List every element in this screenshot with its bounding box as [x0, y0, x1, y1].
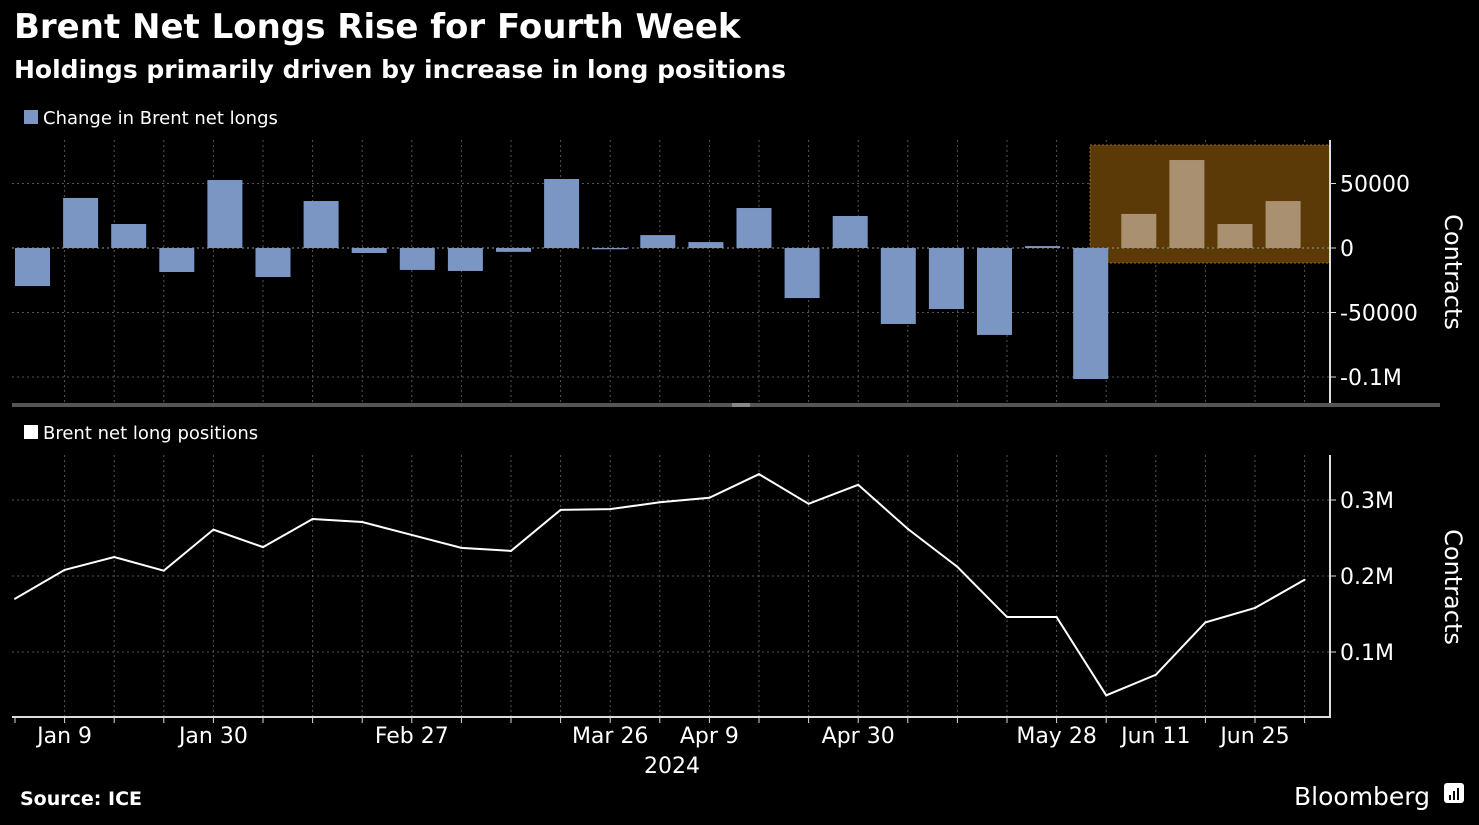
- bottom-ytick-label: 0.3M: [1340, 489, 1394, 514]
- line-point: [906, 527, 909, 530]
- line-point: [162, 569, 165, 572]
- line-point: [510, 549, 512, 552]
- line-point: [658, 501, 661, 504]
- line-point: [1105, 694, 1108, 697]
- line-point: [1204, 621, 1207, 624]
- line-point: [559, 508, 562, 511]
- x-tick-label: Jan 9: [35, 724, 92, 749]
- bar: [928, 248, 964, 310]
- bar: [496, 248, 531, 252]
- bar: [592, 248, 628, 250]
- line-point: [14, 597, 16, 600]
- legend-swatch-bars: [24, 110, 38, 124]
- bar: [784, 248, 820, 299]
- line-point: [609, 508, 612, 511]
- x-tick-label: Apr 9: [680, 724, 739, 749]
- bar: [1121, 213, 1157, 248]
- line-point: [361, 521, 364, 524]
- bar: [688, 242, 724, 248]
- chart-title: Brent Net Longs Rise for Fourth Week: [14, 7, 742, 47]
- line-point: [1006, 616, 1008, 619]
- bar: [1073, 248, 1109, 380]
- bar: [351, 248, 387, 254]
- x-tick-label: Mar 26: [572, 724, 649, 749]
- top-ytick-label: 0: [1340, 237, 1354, 262]
- line-point: [212, 528, 215, 531]
- panel-divider: [12, 403, 1440, 407]
- panel-resize-handle: [732, 403, 750, 407]
- x-tick-label: Apr 30: [822, 724, 895, 749]
- line-point: [410, 533, 413, 536]
- bar: [447, 248, 483, 271]
- bottom-ytick-label: 0.1M: [1340, 641, 1394, 666]
- line-point: [311, 518, 314, 520]
- net-long-line: [14, 473, 1306, 697]
- bar: [1025, 246, 1061, 248]
- bar: [63, 197, 99, 248]
- x-tick-label: Jun 11: [1119, 724, 1190, 749]
- bar: [15, 248, 50, 287]
- bar: [207, 180, 243, 248]
- line-point: [1303, 578, 1306, 581]
- bar: [640, 235, 676, 248]
- bar: [880, 248, 916, 324]
- line-point: [113, 556, 116, 558]
- bar: [399, 248, 435, 270]
- line-point: [1254, 606, 1256, 609]
- bar: [544, 178, 580, 248]
- source-note: Source: ICE: [20, 788, 142, 810]
- legend-swatch-line: [24, 425, 38, 439]
- top-ylabel: Contracts: [1439, 214, 1467, 330]
- bar: [111, 224, 147, 248]
- line-point: [63, 568, 66, 571]
- bottom-ylabel: Contracts: [1439, 529, 1467, 645]
- top-ytick-label: 50000: [1340, 173, 1410, 198]
- line-point: [708, 496, 711, 499]
- line-point: [262, 546, 264, 549]
- line-point: [758, 473, 760, 476]
- line-point: [1154, 673, 1157, 676]
- bar: [1217, 224, 1253, 248]
- legend-bars: Change in Brent net longs: [43, 108, 278, 129]
- bar: [1169, 160, 1205, 248]
- chart-subtitle: Holdings primarily driven by increase in…: [14, 55, 786, 84]
- top-ytick-label: -50000: [1340, 302, 1418, 327]
- bar: [977, 248, 1012, 335]
- bloomberg-logo: Bloomberg: [1294, 782, 1430, 811]
- bar: [159, 248, 195, 272]
- line-point: [1055, 616, 1058, 619]
- bar: [255, 248, 291, 278]
- x-tick-label: May 28: [1016, 724, 1096, 749]
- x-tick-label: Jan 30: [177, 724, 248, 749]
- line-point: [460, 546, 463, 549]
- bar: [736, 208, 772, 248]
- line-point: [956, 565, 959, 568]
- bar: [303, 201, 339, 248]
- legend-line: Brent net long positions: [43, 423, 258, 444]
- bloomberg-chart-icon: [1444, 783, 1464, 803]
- x-tick-label: Jun 25: [1218, 724, 1289, 749]
- bar: [1265, 201, 1301, 248]
- top-ytick-label: -0.1M: [1340, 366, 1402, 391]
- x-tick-label: Feb 27: [375, 724, 449, 749]
- line-point: [807, 502, 810, 505]
- line-point: [857, 483, 860, 486]
- x-year-label: 2024: [644, 754, 700, 779]
- bar: [832, 216, 868, 248]
- bottom-ytick-label: 0.2M: [1340, 565, 1394, 590]
